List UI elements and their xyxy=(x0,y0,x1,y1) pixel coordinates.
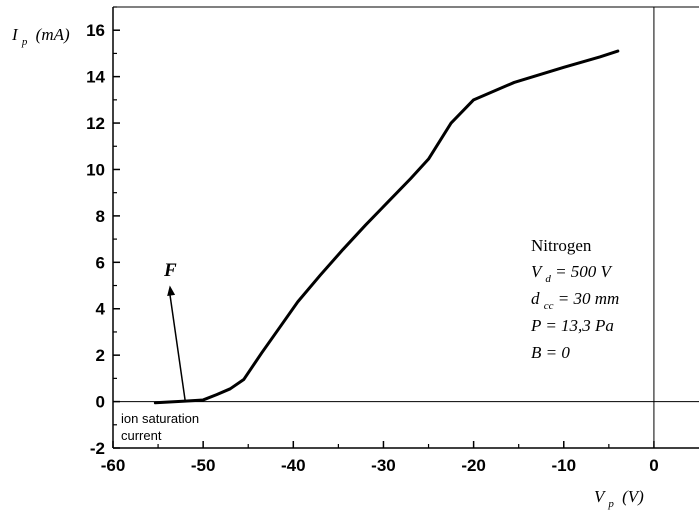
y-tick-label: -2 xyxy=(90,439,105,458)
plot-frame xyxy=(112,6,699,449)
arrow-F-label: F xyxy=(163,260,177,281)
y-ticks: -2 0 2 4 6 8 10 12 14 16 xyxy=(86,6,120,458)
y-tick-label: 8 xyxy=(96,207,105,226)
x-tick-label: -40 xyxy=(281,456,306,475)
param-pressure: P = 13,3 Pa xyxy=(530,316,614,335)
legend-gas-name: Nitrogen xyxy=(531,236,592,255)
y-axis-label-main: I xyxy=(11,25,19,44)
x-axis-label-unit: (V) xyxy=(622,487,644,506)
arrow-F-line xyxy=(169,293,186,401)
arrow-F-head xyxy=(167,285,176,296)
x-tick-label: 0 xyxy=(649,456,658,475)
x-axis-label: V p (V) xyxy=(594,487,644,511)
param-b-field: B = 0 xyxy=(531,343,570,362)
x-axis-label-sub: p xyxy=(607,498,614,510)
y-tick-label: 0 xyxy=(96,393,105,412)
param-vd-main: V xyxy=(531,262,544,281)
param-vd-sub: d xyxy=(545,273,551,285)
series-line xyxy=(153,49,620,405)
param-dcc-sub: cc xyxy=(544,300,554,312)
x-axis-label-main: V xyxy=(594,487,607,506)
param-dcc-main: d xyxy=(531,289,540,308)
param-dcc: d cc = 30 mm xyxy=(531,289,619,313)
y-axis-label-sub: p xyxy=(21,36,28,48)
y-tick-label: 12 xyxy=(86,114,105,133)
y-axis-label-unit: (mA) xyxy=(36,25,70,44)
y-tick-label: 6 xyxy=(96,253,105,272)
y-tick-label: 14 xyxy=(86,68,105,87)
param-vd-value: = 500 V xyxy=(555,262,613,281)
series xyxy=(153,49,620,405)
ion-saturation-label-line1: ion saturation xyxy=(121,411,199,426)
x-tick-label: -50 xyxy=(191,456,216,475)
x-tick-label: -20 xyxy=(461,456,486,475)
reference-lines xyxy=(113,7,699,448)
x-tick-label: -60 xyxy=(101,456,126,475)
y-tick-label: 4 xyxy=(96,300,106,319)
x-tick-label: -30 xyxy=(371,456,396,475)
y-tick-label: 16 xyxy=(86,21,105,40)
x-tick-label: -10 xyxy=(551,456,576,475)
y-axis-label: I p (mA) xyxy=(11,25,70,49)
param-vd: V d = 500 V xyxy=(531,262,614,286)
y-tick-label: 10 xyxy=(86,160,105,179)
y-tick-label: 2 xyxy=(96,346,105,365)
ion-saturation-label-line2: current xyxy=(121,428,162,443)
x-ticks: -60 -50 -40 -30 -20 -10 0 xyxy=(101,441,659,475)
param-dcc-value: = 30 mm xyxy=(558,289,620,308)
